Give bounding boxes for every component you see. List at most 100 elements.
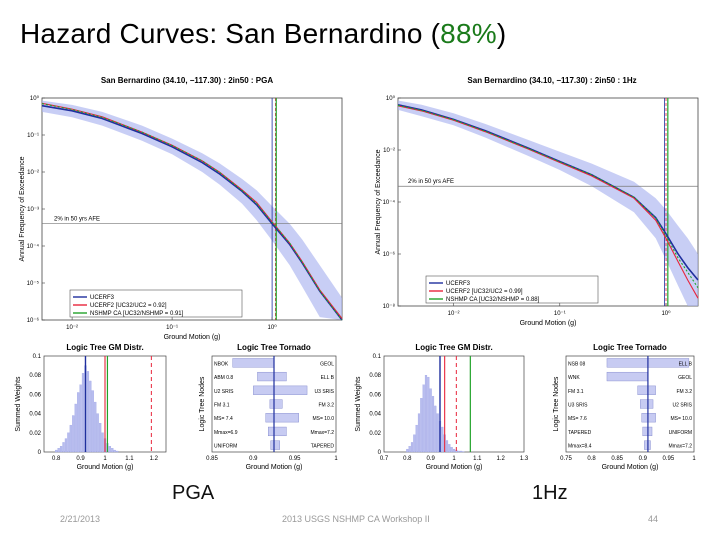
hist2-bar — [434, 405, 437, 453]
tornado1-row-right-label: MS= 10.0 — [312, 416, 334, 422]
hist2-ytick-label: 0.04 — [369, 412, 381, 418]
tornado1-row-left-label: MS= 7.4 — [214, 416, 233, 422]
tornado1-row-right-label: U3 SRIS — [315, 389, 335, 395]
hist1-bar — [64, 438, 68, 453]
tornado2-row-left-label: WNK — [568, 375, 580, 381]
hist2-xtick-label: 0.7 — [380, 456, 389, 462]
hist1-bar — [67, 432, 70, 453]
hist2-bar — [408, 446, 411, 453]
haz1-xlabel: Ground Motion (g) — [164, 334, 221, 341]
hist1-ytick-label: 0.02 — [29, 431, 41, 437]
hist1-bar — [91, 390, 94, 453]
hist2-xtick-label: 0.9 — [426, 456, 435, 462]
haz2-legend-box — [425, 275, 599, 304]
hist2-bar — [459, 450, 463, 453]
haz1-ytick-label: 10⁰ — [30, 95, 40, 102]
haz1-series-nshmp-ca — [41, 103, 343, 321]
haz2-legend-entry: UCERF2 [UC32/UC2 = 0.99] — [446, 289, 523, 295]
haz2-afe-label: 2% in 50 yrs AFE — [408, 179, 454, 185]
hist2-bar — [450, 447, 453, 453]
tornado2-row-left-label: U3 SRIS — [568, 402, 588, 408]
haz1-ytick-label: 10⁻² — [27, 170, 39, 176]
hist2-bar — [431, 396, 435, 453]
tornado1-bar — [253, 385, 308, 395]
tornado2-row-left-label: TAPERED — [568, 430, 592, 436]
hist1-bar — [111, 448, 114, 453]
hist2-xtick-label: 1.1 — [473, 456, 482, 462]
tornado2-xtick-label: 0.75 — [560, 456, 572, 462]
tornado2-xtick-label: 0.85 — [611, 456, 623, 462]
tornado2-row-left-label: MS= 7.6 — [568, 416, 587, 422]
hist1-bar — [86, 371, 90, 453]
hist1-bar — [116, 450, 119, 453]
hist1-ytick-label: 0 — [38, 450, 42, 456]
tornado2-xtick-label: 0.95 — [663, 456, 675, 462]
haz2-xtick-label: 10⁰ — [661, 310, 671, 317]
footer-date: 2/21/2013 — [60, 514, 101, 524]
hist2-xtick-label: 1.2 — [496, 456, 505, 462]
tornado1-xtick-label: 0.9 — [249, 456, 258, 462]
haz1-uncertainty-band — [42, 100, 342, 320]
hist2-bar — [420, 398, 423, 453]
hist2-xtick-label: 1 — [452, 456, 456, 462]
haz2-legend-entry: UCERF3 — [446, 281, 471, 287]
tornado1-row-left-label: ABM 0.8 — [214, 375, 233, 381]
haz1-legend-box — [69, 289, 243, 318]
tornado1-row-left-label: NBOK — [214, 361, 229, 367]
tornado1-xtick-label: 0.85 — [206, 456, 218, 462]
haz1-frame — [41, 97, 343, 321]
tornado2-xtick-label: 0.8 — [587, 456, 596, 462]
haz1-ylabel: Annual Frequency of Exceedance — [19, 156, 26, 261]
hist1-bar — [57, 448, 60, 453]
hist2-bar — [452, 448, 456, 453]
hist2-bar — [422, 384, 425, 453]
hist2-bar — [448, 444, 451, 453]
hist2-xtick-label: 1.3 — [520, 456, 529, 462]
haz1-ytick-label: 10⁻⁵ — [27, 280, 40, 287]
haz2-xlabel: Ground Motion (g) — [520, 320, 577, 327]
tornado2-row-right-label: UNIFORM — [669, 430, 692, 436]
haz1-legend-entry: NSHMP CA [UC32/NSHMP = 0.91] — [90, 311, 184, 317]
tornado1-ylabel: Logic Tree Nodes — [199, 376, 206, 431]
tornado1-row-left-label: Mmax=6.9 — [214, 430, 238, 436]
tornado1-bar — [232, 358, 275, 368]
tornado2-bar — [606, 371, 649, 382]
tornado1-row-right-label: ELL B — [321, 375, 335, 381]
hist1-xtick-label: 1.1 — [125, 456, 134, 462]
label-pga: PGA — [172, 482, 215, 504]
hist2-bar — [436, 413, 439, 453]
hist2-bar — [406, 448, 409, 453]
hist1-bar — [74, 403, 77, 453]
tornado1-bar — [269, 399, 283, 409]
haz2-uncertainty-band — [398, 100, 698, 306]
tornado1-row-left-label: FM 3.1 — [214, 402, 230, 408]
hist2-ytick-label: 0.02 — [369, 431, 381, 437]
footer-text: 2013 USGS NSHMP CA Workshop II — [282, 514, 430, 524]
tornado1-xtick-label: 0.95 — [289, 456, 301, 462]
hist1-bar — [72, 415, 75, 453]
tornado2-xlabel: Ground Motion (g) — [602, 464, 659, 471]
hist1-xlabel: Ground Motion (g) — [77, 464, 134, 471]
haz1-xtick-label: 10⁻² — [66, 325, 78, 331]
haz2-ytick-label: 10⁰ — [386, 95, 396, 102]
tornado1-row-right-label: GEOL — [320, 361, 334, 367]
haz2-xtick-label: 10⁻² — [448, 311, 460, 317]
tornado2-row-right-label: GEOL — [678, 375, 692, 381]
hist1-xtick-label: 1 — [103, 456, 107, 462]
tornado2-row-right-label: MS= 10.0 — [670, 416, 692, 422]
tornado2-xtick-label: 1 — [692, 456, 696, 462]
hist1-ytick-label: 0.1 — [33, 354, 42, 360]
tornado2-xtick-label: 0.9 — [639, 456, 648, 462]
title-end: ) — [496, 18, 507, 49]
hist1-ylabel: Summed Weights — [15, 376, 22, 432]
hist2-ytick-label: 0 — [378, 450, 382, 456]
tornado1-bar — [270, 440, 280, 450]
tornado2-row-left-label: NSB 08 — [568, 361, 585, 367]
haz2-legend-entry: NSHMP CA [UC32/NSHMP = 0.88] — [446, 297, 540, 303]
hist1-ytick-label: 0.08 — [29, 373, 41, 379]
haz2-series-nshmp-ca — [397, 104, 699, 289]
haz2-xtick-label: 10⁻¹ — [554, 311, 566, 317]
tornado1-bar — [257, 371, 287, 382]
hist1-bar — [59, 446, 63, 453]
hist2-bar — [424, 375, 428, 453]
